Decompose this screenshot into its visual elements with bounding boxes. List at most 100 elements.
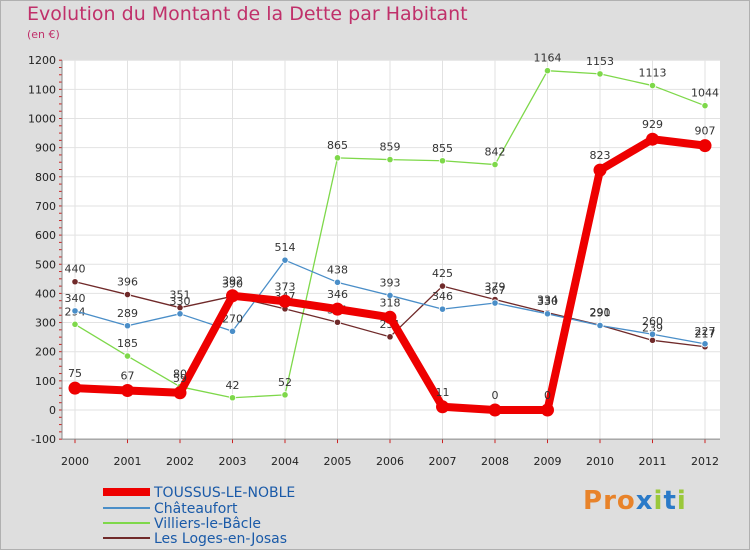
data-point bbox=[331, 302, 344, 316]
proxiti-logo: Proxiti bbox=[583, 486, 687, 516]
data-label: 1164 bbox=[534, 52, 562, 65]
data-point bbox=[491, 160, 499, 169]
data-label: 865 bbox=[327, 139, 348, 152]
y-tick-label: 600 bbox=[35, 229, 56, 242]
plot-area bbox=[62, 60, 720, 440]
data-label: 346 bbox=[327, 288, 348, 301]
data-point bbox=[438, 157, 447, 165]
data-point bbox=[386, 291, 394, 300]
y-tick-label: 500 bbox=[35, 258, 56, 271]
data-label: 80 bbox=[173, 368, 187, 381]
data-label: 379 bbox=[485, 281, 506, 294]
y-tick-label: 400 bbox=[35, 287, 56, 300]
data-point bbox=[596, 321, 604, 330]
y-tick-label: 700 bbox=[35, 200, 56, 213]
data-label: 67 bbox=[121, 369, 135, 382]
data-point bbox=[228, 394, 237, 402]
data-label: 907 bbox=[695, 125, 716, 138]
y-tick-label: 100 bbox=[35, 375, 56, 388]
data-point bbox=[698, 139, 712, 153]
data-label: 270 bbox=[222, 312, 243, 325]
legend-label: Les Loges-en-Josas bbox=[154, 531, 287, 547]
data-point bbox=[541, 403, 554, 417]
data-label: 318 bbox=[380, 296, 401, 309]
legend-label: Châteaufort bbox=[154, 501, 238, 517]
data-point bbox=[543, 310, 552, 318]
data-label: 217 bbox=[695, 328, 716, 341]
data-label: 859 bbox=[380, 141, 401, 154]
data-label: 42 bbox=[226, 379, 240, 392]
data-point bbox=[173, 386, 187, 400]
data-label: 514 bbox=[275, 241, 296, 254]
y-tick-label: 1100 bbox=[28, 83, 56, 96]
data-label: 330 bbox=[537, 295, 558, 308]
data-label: 390 bbox=[222, 277, 243, 290]
data-point bbox=[383, 310, 397, 324]
x-tick-label: 2005 bbox=[324, 455, 352, 468]
data-point bbox=[123, 322, 132, 330]
x-tick-label: 2001 bbox=[114, 455, 142, 468]
data-label: 929 bbox=[642, 118, 663, 131]
y-tick-label: 1000 bbox=[28, 113, 56, 126]
data-point bbox=[593, 163, 607, 177]
data-point bbox=[71, 307, 79, 315]
data-point bbox=[436, 400, 449, 414]
data-label: 290 bbox=[590, 306, 611, 319]
data-label: 11 bbox=[436, 386, 450, 399]
data-point bbox=[71, 278, 79, 286]
data-point bbox=[278, 294, 292, 308]
x-tick-label: 2000 bbox=[61, 455, 89, 468]
legend-label: Villiers-le-Bâcle bbox=[154, 516, 261, 532]
data-label: 227 bbox=[695, 325, 716, 338]
data-label: 1113 bbox=[639, 67, 667, 80]
x-tick-label: 2012 bbox=[691, 455, 719, 468]
y-tick-label: 200 bbox=[35, 346, 56, 359]
data-label: 334 bbox=[537, 294, 558, 307]
y-tick-label: 300 bbox=[35, 317, 56, 330]
data-label: 367 bbox=[485, 284, 506, 297]
data-point bbox=[176, 310, 184, 318]
data-point bbox=[646, 132, 659, 146]
data-label: 59 bbox=[173, 372, 187, 385]
data-point bbox=[281, 256, 289, 264]
data-point bbox=[648, 81, 657, 90]
y-tick-label: -100 bbox=[31, 433, 56, 446]
data-label: 340 bbox=[65, 292, 86, 305]
data-label: 0 bbox=[544, 389, 551, 402]
x-tick-label: 2010 bbox=[586, 455, 614, 468]
x-tick-label: 2009 bbox=[534, 455, 562, 468]
data-label: 52 bbox=[278, 376, 292, 389]
data-label: 1153 bbox=[586, 55, 614, 68]
x-tick-label: 2003 bbox=[219, 455, 247, 468]
y-tick-label: 0 bbox=[49, 404, 56, 417]
data-point bbox=[701, 102, 709, 110]
x-tick-label: 2011 bbox=[639, 455, 667, 468]
y-tick-label: 900 bbox=[35, 142, 56, 155]
data-point bbox=[386, 156, 394, 164]
x-tick-label: 2008 bbox=[481, 455, 509, 468]
data-label: 855 bbox=[432, 142, 453, 155]
data-point bbox=[281, 391, 289, 399]
x-tick-label: 2002 bbox=[166, 455, 194, 468]
data-label: 823 bbox=[590, 149, 611, 162]
data-point bbox=[123, 290, 132, 299]
data-label: 351 bbox=[170, 289, 191, 302]
x-tick-label: 2007 bbox=[429, 455, 457, 468]
data-label: 396 bbox=[117, 276, 138, 289]
data-point bbox=[333, 154, 342, 162]
data-label: 75 bbox=[68, 367, 82, 380]
data-label: 330 bbox=[170, 295, 191, 308]
legend-label: TOUSSUS-LE-NOBLE bbox=[153, 485, 295, 501]
data-label: 346 bbox=[432, 290, 453, 303]
data-label: 260 bbox=[642, 315, 663, 328]
y-tick-label: 800 bbox=[35, 171, 56, 184]
data-label: 842 bbox=[485, 146, 506, 159]
chart-title: Evolution du Montant de la Dette par Hab… bbox=[27, 3, 468, 25]
data-point bbox=[438, 282, 447, 290]
data-label: 440 bbox=[65, 263, 86, 276]
data-point bbox=[488, 403, 502, 417]
data-point bbox=[438, 305, 447, 313]
data-point bbox=[123, 352, 132, 360]
data-label: 392 bbox=[222, 275, 243, 288]
